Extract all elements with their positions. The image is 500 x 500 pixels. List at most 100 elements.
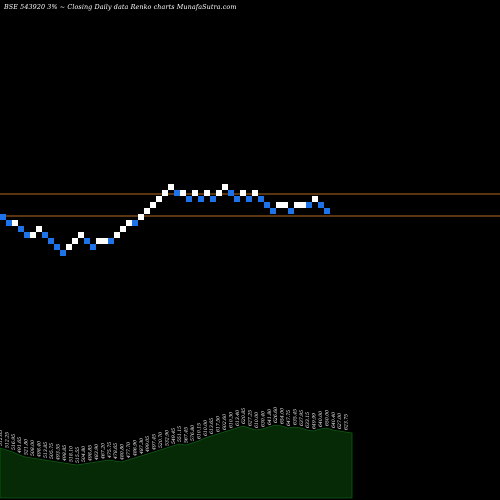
renko-bricks <box>0 184 330 256</box>
volume-label: 521.80 <box>24 439 30 455</box>
renko-brick-up <box>78 232 84 238</box>
volume-label: 613.40 <box>235 410 241 426</box>
volume-label: 647.75 <box>286 410 292 426</box>
renko-brick-up <box>180 190 186 196</box>
volume-label: 576.80 <box>190 425 196 441</box>
volume-label: 532.90 <box>164 430 170 446</box>
renko-brick-down <box>264 202 270 208</box>
renko-brick-up <box>120 226 126 232</box>
volume-label: 512.25 <box>4 432 10 448</box>
renko-brick-down <box>186 196 192 202</box>
renko-brick-up <box>294 202 300 208</box>
renko-brick-down <box>108 238 114 244</box>
volume-label: 508.00 <box>30 440 36 456</box>
renko-brick-down <box>258 196 264 202</box>
renko-brick-up <box>312 196 318 202</box>
reference-lines <box>0 193 500 217</box>
renko-brick-down <box>90 244 96 250</box>
volume-label: 499.05 <box>145 436 151 453</box>
renko-brick-up <box>36 226 42 232</box>
volume-label: 637.95 <box>299 410 305 426</box>
volume-label: 493.55 <box>56 444 62 461</box>
volume-label: 498.85 <box>88 445 94 462</box>
volume-label: 635.45 <box>292 409 298 425</box>
volume-label: 551.15 <box>177 426 183 442</box>
renko-brick-down <box>306 202 312 208</box>
renko-brick-up <box>114 232 120 238</box>
volume-label: 483.90 <box>94 444 100 461</box>
volume-area <box>0 424 353 499</box>
volume-label: 620.85 <box>241 408 247 424</box>
volume-label: 515.55 <box>75 447 81 463</box>
renko-brick-up <box>192 190 198 196</box>
renko-brick-down <box>210 196 216 202</box>
renko-brick-down <box>0 214 6 220</box>
volume-label: 478.65 <box>113 443 119 460</box>
volume-label: 518.10 <box>68 446 74 462</box>
renko-brick-down <box>246 196 252 202</box>
volume-label: 477.70 <box>126 442 132 459</box>
renko-brick-up <box>144 208 150 214</box>
volume-label: 480.80 <box>120 444 126 461</box>
volume-label: 467.20 <box>100 443 106 460</box>
renko-brick-up <box>276 202 282 208</box>
renko-brick-down <box>42 232 48 238</box>
volume-label: 498.85 <box>62 445 68 462</box>
renko-brick-up <box>30 232 36 238</box>
chart-title: BSE 543920 3% ~ Closing Daily data Renko… <box>4 3 237 11</box>
volume-label: 504.80 <box>81 446 87 462</box>
volume-label: 520.70 <box>158 432 164 448</box>
renko-brick-down <box>174 190 180 196</box>
volume-label: 516.95 <box>11 434 17 450</box>
renko-brick-up <box>126 220 132 226</box>
volume-label: 640.40 <box>331 412 337 428</box>
renko-brick-up <box>96 238 102 244</box>
renko-brick-down <box>270 208 276 214</box>
renko-brick-up <box>300 202 306 208</box>
volume-label: 475.75 <box>107 442 113 459</box>
renko-brick-up <box>138 214 144 220</box>
volume-label: 549.45 <box>171 428 177 444</box>
renko-brick-up <box>150 202 156 208</box>
renko-brick-up <box>204 190 210 196</box>
renko-brick-down <box>18 226 24 232</box>
volume-label: 641.80 <box>267 409 273 425</box>
renko-brick-down <box>318 202 324 208</box>
renko-brick-up <box>168 184 174 190</box>
renko-brick-down <box>6 220 12 226</box>
volume-label: 613.65 <box>209 418 215 434</box>
volume-label: 610.30 <box>228 412 234 428</box>
volume-panel: 512.65 512.25 516.95 491.65 521.80 508.00 498.… <box>0 407 353 499</box>
renko-brick-up <box>222 184 228 190</box>
volume-label: 512.65 <box>0 430 4 446</box>
renko-brick-down <box>234 196 240 202</box>
renko-brick-down <box>48 238 54 244</box>
volume-label: 602.60 <box>222 414 228 430</box>
volume-label: 486.90 <box>132 440 138 457</box>
volume-label: 650.00 <box>324 410 330 426</box>
volume-label: 630.40 <box>260 411 266 427</box>
renko-brick-up <box>252 190 258 196</box>
renko-brick-up <box>72 238 78 244</box>
volume-label: 505.75 <box>49 443 55 459</box>
volume-label: 626.60 <box>273 407 279 423</box>
volume-label: 633.15 <box>305 412 311 428</box>
renko-brick-up <box>102 238 108 244</box>
renko-brick-down <box>54 244 60 250</box>
volume-label: 610.00 <box>203 420 209 436</box>
volume-label: 567.45 <box>184 427 190 443</box>
renko-brick-up <box>240 190 246 196</box>
renko-brick-down <box>324 208 330 214</box>
volume-label: 491.65 <box>17 437 23 454</box>
renko-brick-up <box>12 220 18 226</box>
renko-brick-up <box>156 196 162 202</box>
volume-label: 654.00 <box>280 408 286 424</box>
volume-label: 487.30 <box>139 438 145 455</box>
renko-brick-down <box>228 190 234 196</box>
volume-label: 623.75 <box>344 414 350 430</box>
volume-label: 649.99 <box>312 413 318 429</box>
volume-label: 497.45 <box>152 434 158 451</box>
renko-brick-down <box>60 250 66 256</box>
